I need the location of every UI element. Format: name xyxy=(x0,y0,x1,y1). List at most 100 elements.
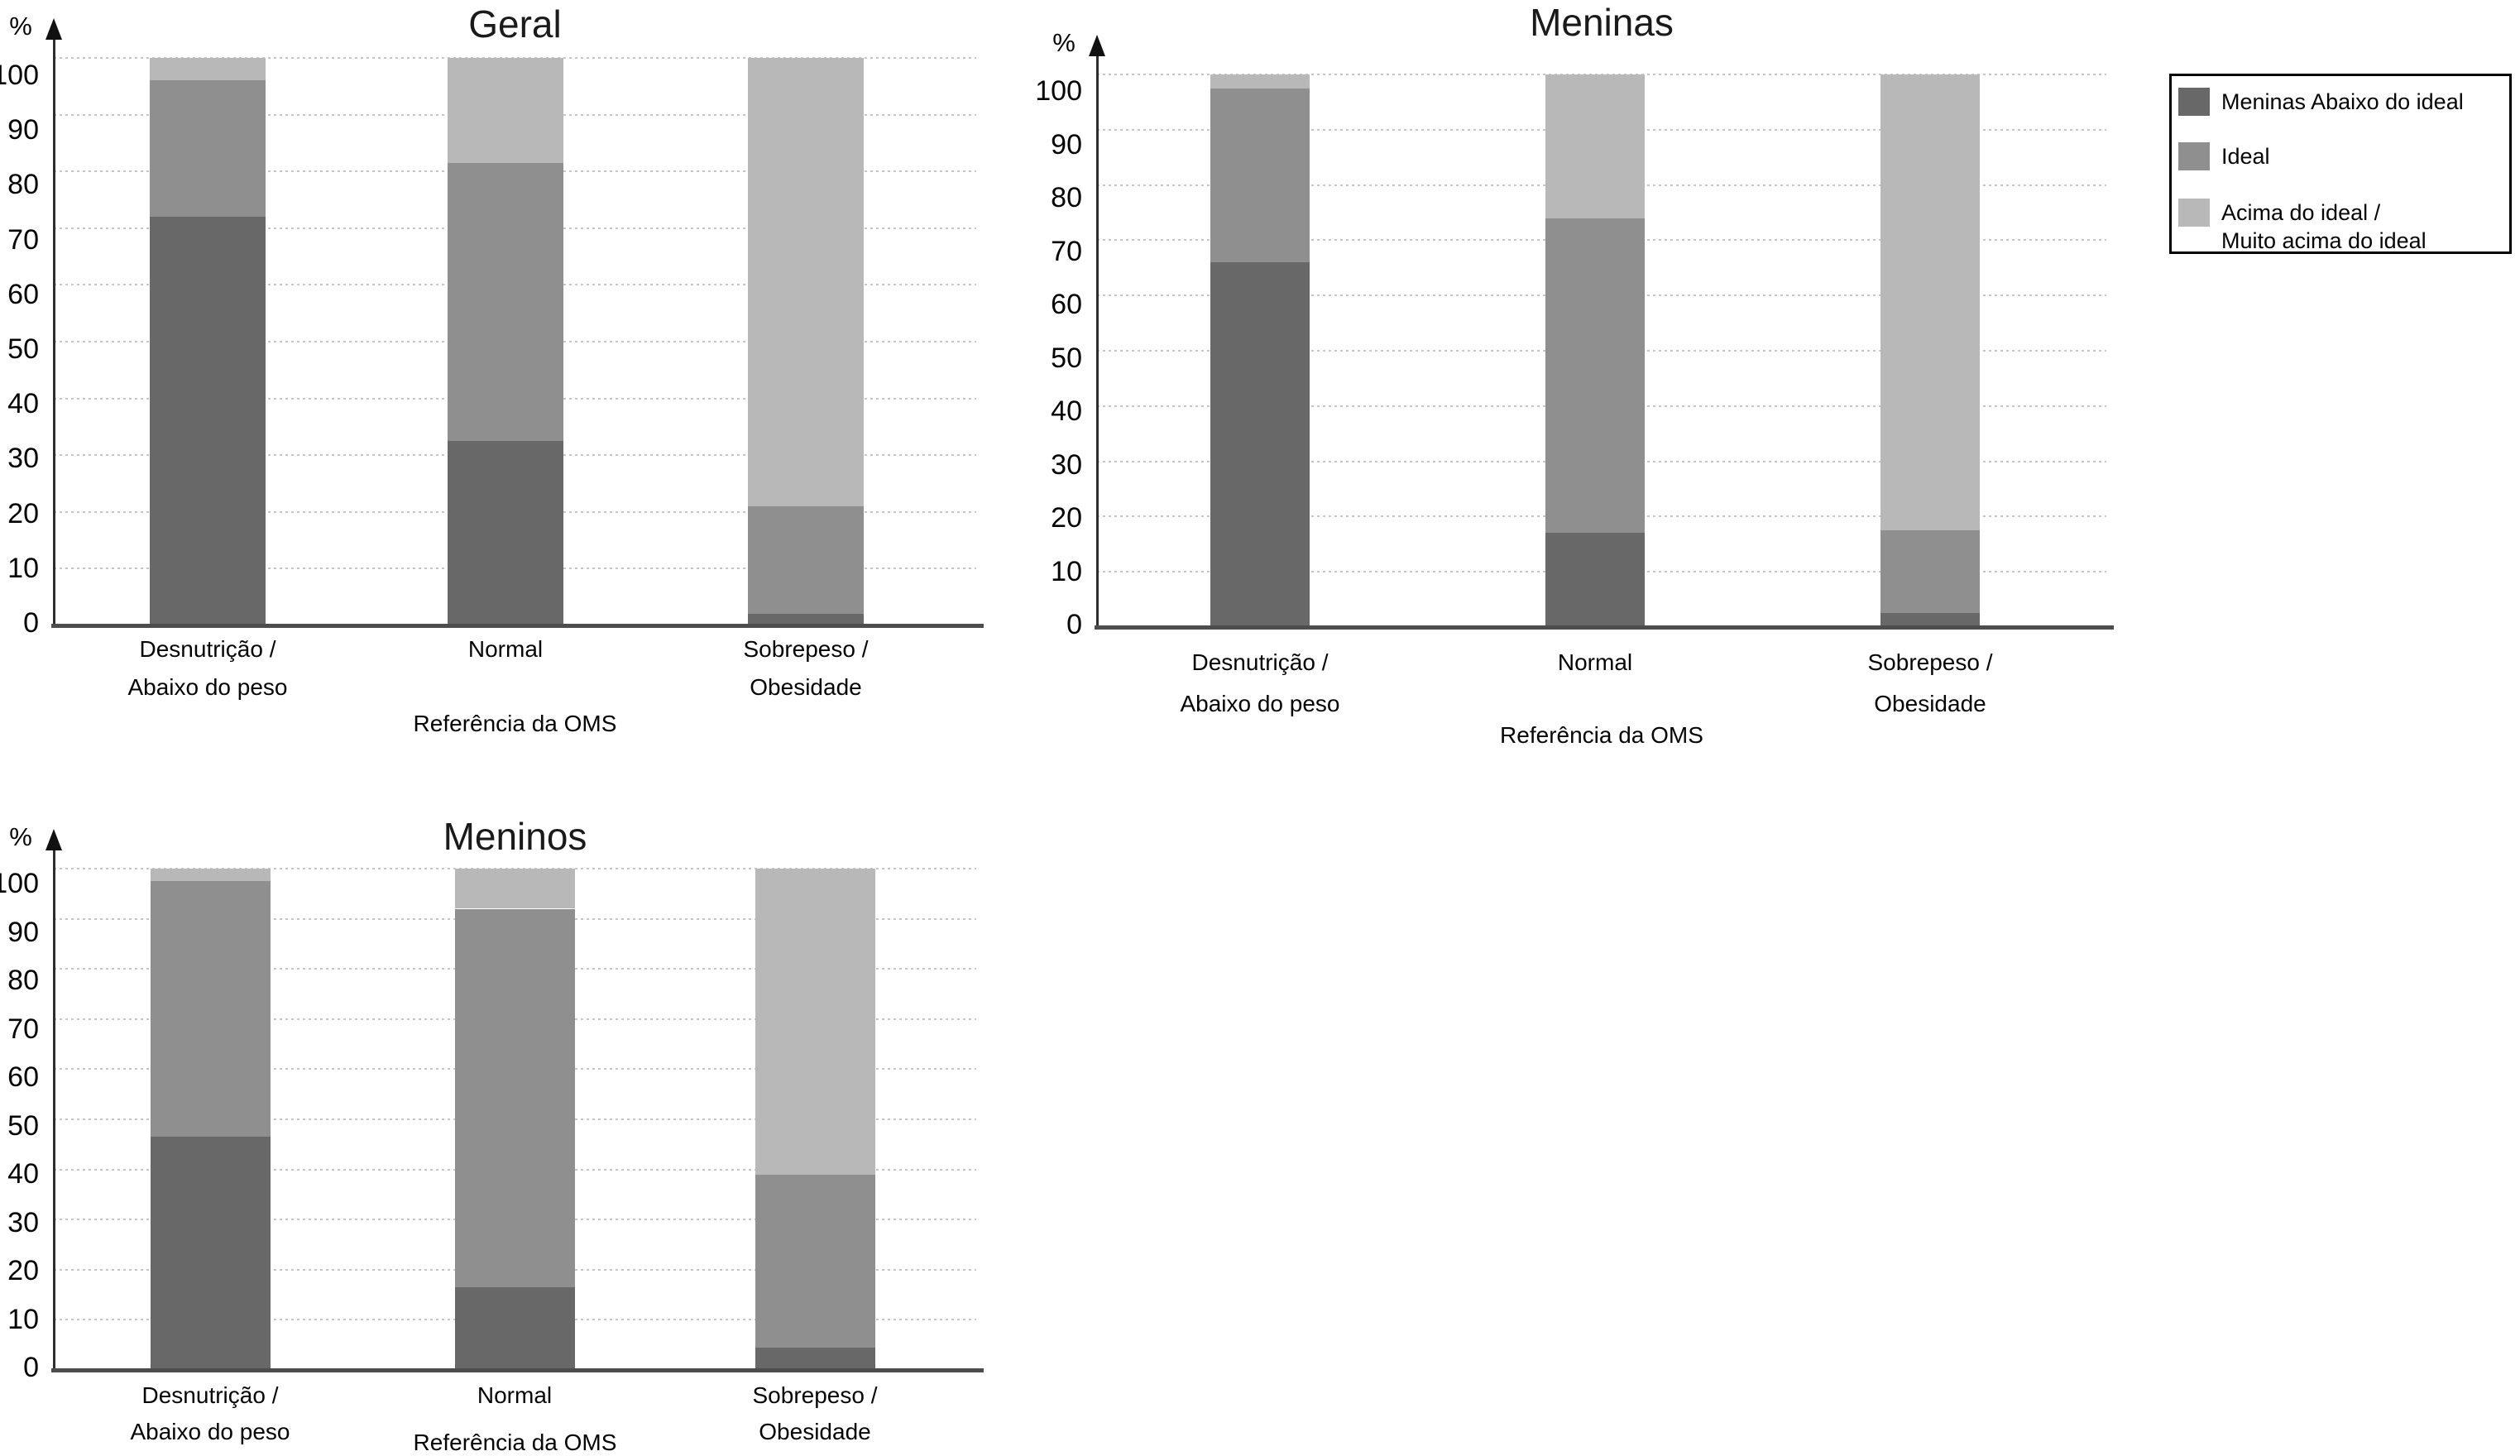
y-axis-unit-geral: % xyxy=(9,12,32,41)
bar-meninos-3 xyxy=(755,869,875,1370)
tick-label-geral-60: 60 xyxy=(7,278,39,310)
tick-label-meninos-0: 0 xyxy=(23,1352,39,1383)
tick-label-geral-0: 0 xyxy=(23,607,39,639)
legend-swatch-above-ideal xyxy=(2178,199,2210,227)
x-axis-title-meninos: Referência da OMS xyxy=(413,1430,617,1455)
bar-meninas-2 xyxy=(1545,74,1645,627)
segment-meninos-1-below_ideal xyxy=(150,1137,271,1370)
y-axis-arrow-icon-meninas xyxy=(1089,35,1105,56)
segment-meninas-2-below_ideal xyxy=(1545,533,1645,627)
category-label2-meninos-1: Abaixo do peso xyxy=(130,1419,290,1444)
y-axis-arrow-icon-meninos xyxy=(46,829,62,850)
category-label-geral-1: Desnutrição / xyxy=(139,636,276,662)
bar-meninas-3 xyxy=(1880,74,1980,627)
segment-meninos-2-below_ideal xyxy=(454,1287,575,1370)
gridline-meninas-100 xyxy=(1097,74,2106,75)
category-label2-geral-3: Obesidade xyxy=(750,674,862,700)
segment-geral-3-below_ideal xyxy=(748,614,864,625)
category-label2-geral-1: Abaixo do peso xyxy=(127,674,288,700)
segment-meninas-2-ideal xyxy=(1545,218,1645,534)
tick-label-meninas-40: 40 xyxy=(1051,395,1082,428)
x-axis-line-meninos xyxy=(51,1368,984,1372)
tick-label-meninos-90: 90 xyxy=(7,916,39,948)
tick-label-meninas-20: 20 xyxy=(1051,502,1082,534)
legend-label-above-ideal: Acima do ideal / Muito acima do ideal xyxy=(2221,200,2427,253)
tick-label-meninas-50: 50 xyxy=(1051,342,1082,374)
tick-label-meninos-40: 40 xyxy=(7,1158,39,1190)
segment-geral-1-above_ideal xyxy=(150,58,266,81)
tick-label-meninas-30: 30 xyxy=(1051,448,1082,481)
y-axis-line-geral xyxy=(53,36,55,625)
chart-title-meninos: Meninos xyxy=(443,815,587,858)
segment-meninos-2-ideal xyxy=(454,908,575,1288)
category-label-geral-2: Normal xyxy=(467,636,544,662)
gridline-geral-100 xyxy=(54,57,976,59)
bar-meninos-2 xyxy=(454,869,575,1370)
category-label-meninos-2: Normal xyxy=(477,1382,553,1408)
segment-geral-1-ideal xyxy=(150,80,266,218)
bar-geral-3 xyxy=(748,58,864,625)
tick-label-meninas-0: 0 xyxy=(1066,609,1082,640)
tick-label-meninas-10: 10 xyxy=(1051,555,1082,587)
y-axis-line-meninas xyxy=(1096,53,1099,627)
legend-label-ideal: Ideal xyxy=(2221,144,2270,169)
legend: Meninas Abaixo do ideal Ideal Acima do i… xyxy=(2169,74,2512,254)
tick-label-geral-10: 10 xyxy=(7,552,39,584)
segment-meninos-1-ideal xyxy=(150,881,271,1138)
category-label-meninas-2: Normal xyxy=(1557,649,1633,675)
segment-meninos-1-above_ideal xyxy=(150,869,271,882)
gridline-meninos-100 xyxy=(54,868,976,869)
segment-meninas-1-below_ideal xyxy=(1210,262,1310,627)
bar-meninas-1 xyxy=(1210,74,1310,627)
legend-swatch-below-ideal xyxy=(2178,88,2210,116)
category-label2-meninas-3: Obesidade xyxy=(1874,691,1986,716)
segment-meninas-2-above_ideal xyxy=(1545,74,1645,218)
tick-label-geral-100: 100 xyxy=(0,60,39,91)
segment-geral-3-above_ideal xyxy=(748,58,864,506)
y-axis-unit-meninos: % xyxy=(9,822,32,851)
category-label-meninos-1: Desnutrição / xyxy=(141,1382,279,1408)
segment-geral-1-below_ideal xyxy=(150,217,266,625)
segment-meninas-1-above_ideal xyxy=(1210,74,1310,89)
segment-geral-2-below_ideal xyxy=(448,441,563,625)
chart-title-meninas: Meninas xyxy=(1530,1,1674,44)
segment-meninos-2-above_ideal xyxy=(454,869,575,909)
segment-geral-3-ideal xyxy=(748,505,864,615)
tick-label-meninos-70: 70 xyxy=(7,1013,39,1045)
bar-meninos-1 xyxy=(150,869,271,1370)
segment-meninas-3-above_ideal xyxy=(1880,74,1980,531)
tick-label-geral-30: 30 xyxy=(7,443,39,475)
legend-label-below-ideal: Meninas Abaixo do ideal xyxy=(2221,89,2464,114)
x-axis-line-geral xyxy=(51,624,984,628)
tick-label-meninos-50: 50 xyxy=(7,1109,39,1142)
tick-label-geral-80: 80 xyxy=(7,169,39,201)
category-label2-meninos-3: Obesidade xyxy=(759,1419,871,1444)
legend-swatch-ideal xyxy=(2178,142,2210,170)
tick-label-meninas-90: 90 xyxy=(1051,128,1082,160)
tick-label-meninos-10: 10 xyxy=(7,1303,39,1335)
tick-label-meninas-100: 100 xyxy=(1035,75,1082,108)
segment-meninos-3-above_ideal xyxy=(755,869,875,1175)
tick-label-meninas-80: 80 xyxy=(1051,182,1082,214)
segment-geral-2-ideal xyxy=(448,162,563,442)
chart-title-geral: Geral xyxy=(468,2,562,46)
tick-label-geral-90: 90 xyxy=(7,114,39,146)
tick-label-meninos-100: 100 xyxy=(0,868,39,900)
tick-label-meninos-30: 30 xyxy=(7,1206,39,1238)
category-label-meninas-3: Sobrepeso / xyxy=(1867,649,1993,675)
segment-meninos-3-below_ideal xyxy=(755,1347,875,1370)
tick-label-geral-50: 50 xyxy=(7,333,39,365)
x-axis-title-geral: Referência da OMS xyxy=(413,711,617,736)
tick-label-meninas-60: 60 xyxy=(1051,289,1082,321)
tick-label-geral-40: 40 xyxy=(7,388,39,420)
y-axis-line-meninos xyxy=(53,847,55,1370)
category-label-geral-3: Sobrepeso / xyxy=(743,636,869,662)
tick-label-meninas-70: 70 xyxy=(1051,235,1082,267)
category-label-meninos-3: Sobrepeso / xyxy=(752,1382,878,1408)
bar-geral-2 xyxy=(448,58,563,625)
tick-label-geral-70: 70 xyxy=(7,223,39,256)
category-label2-meninas-1: Abaixo do peso xyxy=(1180,691,1340,716)
tick-label-meninos-80: 80 xyxy=(7,965,39,997)
tick-label-meninos-60: 60 xyxy=(7,1061,39,1094)
